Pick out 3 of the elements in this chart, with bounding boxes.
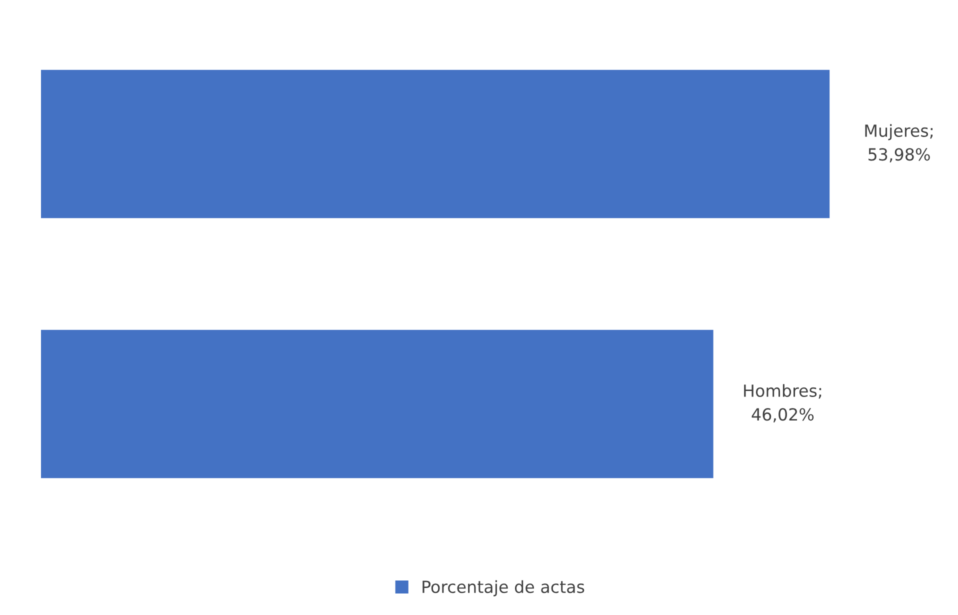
legend-label: Porcentaje de actas [422, 580, 584, 596]
data-label: Hombres; 46,02% [744, 384, 822, 422]
data-label: Mujeres; 53,98% [865, 124, 933, 162]
